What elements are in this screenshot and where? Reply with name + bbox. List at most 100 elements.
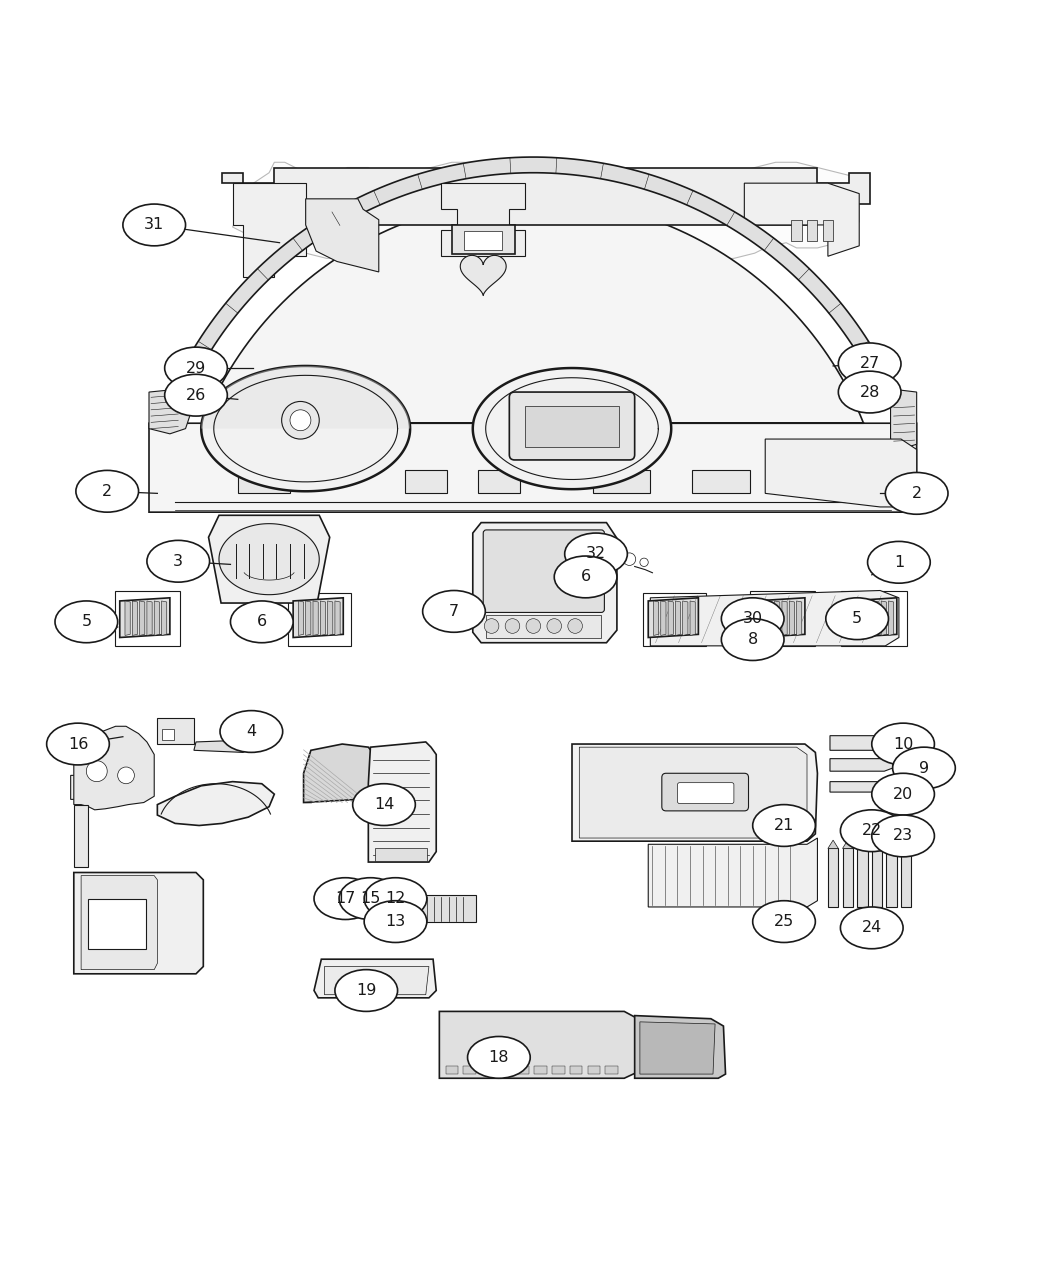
Text: 28: 28 xyxy=(860,385,880,399)
Polygon shape xyxy=(125,601,130,635)
Text: 25: 25 xyxy=(774,914,794,929)
Polygon shape xyxy=(830,759,892,771)
Ellipse shape xyxy=(335,969,398,1011)
Polygon shape xyxy=(866,601,872,635)
Ellipse shape xyxy=(838,343,901,385)
Polygon shape xyxy=(768,601,773,635)
Polygon shape xyxy=(874,601,879,635)
Polygon shape xyxy=(460,255,506,296)
Text: 12: 12 xyxy=(385,891,405,907)
Ellipse shape xyxy=(339,877,402,919)
Text: 5: 5 xyxy=(81,615,91,630)
Polygon shape xyxy=(765,439,917,507)
Polygon shape xyxy=(744,184,859,256)
Polygon shape xyxy=(880,553,909,580)
Polygon shape xyxy=(668,601,673,635)
Polygon shape xyxy=(219,524,319,594)
FancyBboxPatch shape xyxy=(525,405,620,448)
Polygon shape xyxy=(369,742,436,862)
Text: 14: 14 xyxy=(374,797,394,812)
Text: 30: 30 xyxy=(742,611,762,626)
Polygon shape xyxy=(842,840,853,848)
Polygon shape xyxy=(852,601,857,635)
Polygon shape xyxy=(572,745,818,842)
Polygon shape xyxy=(140,601,145,635)
Polygon shape xyxy=(606,1066,618,1074)
FancyBboxPatch shape xyxy=(390,884,413,909)
Polygon shape xyxy=(886,840,897,848)
Ellipse shape xyxy=(872,773,934,815)
Ellipse shape xyxy=(867,542,930,583)
Text: 7: 7 xyxy=(449,604,459,618)
Polygon shape xyxy=(570,1066,583,1074)
FancyBboxPatch shape xyxy=(677,783,734,803)
Text: 29: 29 xyxy=(186,361,206,376)
Ellipse shape xyxy=(353,784,416,825)
FancyBboxPatch shape xyxy=(340,884,363,909)
Polygon shape xyxy=(314,959,436,998)
Polygon shape xyxy=(552,1066,565,1074)
Ellipse shape xyxy=(364,877,426,919)
FancyBboxPatch shape xyxy=(593,470,650,493)
Polygon shape xyxy=(481,1066,494,1074)
Circle shape xyxy=(290,409,311,431)
Ellipse shape xyxy=(147,541,210,583)
Polygon shape xyxy=(74,872,204,974)
Ellipse shape xyxy=(885,473,948,514)
Ellipse shape xyxy=(872,815,934,857)
Circle shape xyxy=(547,618,562,634)
Polygon shape xyxy=(827,848,838,907)
Text: 6: 6 xyxy=(257,615,267,630)
Polygon shape xyxy=(650,590,899,646)
Polygon shape xyxy=(881,601,886,635)
Circle shape xyxy=(505,618,520,634)
Text: 1: 1 xyxy=(894,555,904,570)
FancyBboxPatch shape xyxy=(162,729,174,740)
Ellipse shape xyxy=(220,710,282,752)
Ellipse shape xyxy=(721,598,784,640)
Text: 19: 19 xyxy=(356,983,377,998)
Polygon shape xyxy=(162,601,167,635)
Polygon shape xyxy=(149,389,191,434)
Ellipse shape xyxy=(467,1037,530,1079)
Polygon shape xyxy=(158,782,274,825)
Polygon shape xyxy=(306,601,311,635)
FancyBboxPatch shape xyxy=(405,470,446,493)
Text: 6: 6 xyxy=(581,570,591,584)
FancyBboxPatch shape xyxy=(375,848,426,861)
Polygon shape xyxy=(70,775,128,799)
Polygon shape xyxy=(194,740,253,752)
Text: 15: 15 xyxy=(360,891,380,907)
FancyBboxPatch shape xyxy=(88,899,146,949)
Polygon shape xyxy=(872,848,882,907)
FancyBboxPatch shape xyxy=(158,718,194,745)
Polygon shape xyxy=(648,598,698,638)
Text: 13: 13 xyxy=(385,914,405,929)
Ellipse shape xyxy=(753,900,816,942)
Polygon shape xyxy=(690,601,695,635)
Polygon shape xyxy=(830,736,901,750)
Polygon shape xyxy=(886,848,897,907)
Text: 21: 21 xyxy=(774,819,794,833)
Circle shape xyxy=(118,768,134,784)
Ellipse shape xyxy=(840,810,903,852)
Polygon shape xyxy=(202,366,411,491)
Polygon shape xyxy=(441,184,525,256)
Ellipse shape xyxy=(76,470,139,513)
Polygon shape xyxy=(202,366,411,428)
Polygon shape xyxy=(298,601,303,635)
FancyBboxPatch shape xyxy=(478,470,520,493)
Polygon shape xyxy=(303,745,384,802)
Polygon shape xyxy=(324,966,428,995)
FancyBboxPatch shape xyxy=(509,391,634,460)
Polygon shape xyxy=(846,598,897,638)
Ellipse shape xyxy=(721,618,784,660)
Polygon shape xyxy=(472,523,617,643)
FancyBboxPatch shape xyxy=(692,470,750,493)
Polygon shape xyxy=(888,601,894,635)
Polygon shape xyxy=(74,805,88,867)
Text: 5: 5 xyxy=(852,611,862,626)
Polygon shape xyxy=(790,601,795,635)
Polygon shape xyxy=(775,601,780,635)
Polygon shape xyxy=(74,727,154,810)
